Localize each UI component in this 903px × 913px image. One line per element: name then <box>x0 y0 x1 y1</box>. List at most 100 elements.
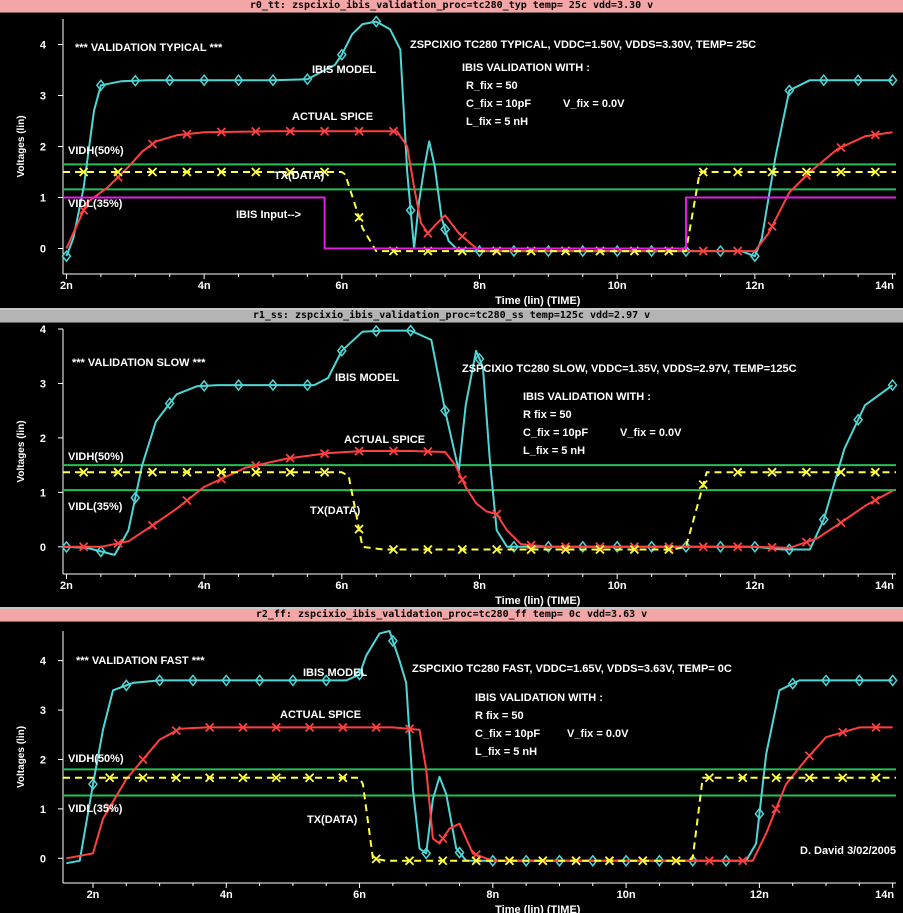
chart-0-spice-data-point <box>147 139 158 149</box>
chart-2-annotation-r-fix: R fix = 50 <box>475 710 524 722</box>
chart-0-spice-data-point <box>182 129 192 139</box>
chart-2-txdata-data-point <box>438 856 448 866</box>
chart-2-txdata-data-point <box>704 773 715 783</box>
chart-1-annotation-vidl: VIDL(35%) <box>68 501 123 513</box>
chart-1-txdata-data-point <box>526 544 536 555</box>
chart-1-annotation-ibis-model: IBIS MODEL <box>335 372 399 384</box>
chart-2-spice-data-point <box>438 833 448 844</box>
chart-2-txdata-data-point <box>171 773 181 783</box>
chart-2-x-tick-label: 2n <box>87 889 100 901</box>
chart-0-y-tick-label: 1 <box>40 193 46 205</box>
chart-1-ibis-data-point <box>95 545 106 558</box>
chart-2-ibis-data-point <box>121 679 132 692</box>
chart-1-annotation-vidh: VIDH(50%) <box>68 451 124 463</box>
chart-1-txdata-data-point <box>79 467 89 477</box>
chart-1-spice-data-point <box>79 542 89 552</box>
chart-1-spice-data-point <box>354 446 364 456</box>
chart-1-txdata-data-point <box>836 467 846 477</box>
chart-2-ibis-data-point <box>387 634 398 648</box>
chart-1-y-tick-label: 3 <box>40 378 46 390</box>
chart-1-annotation-actual-spice: ACTUAL SPICE <box>344 434 425 446</box>
chart-2-ibis-data-point <box>287 674 298 687</box>
chart-2-txdata-data-point <box>771 773 781 783</box>
panel-title-typical[interactable]: r0_tt: zspcixio_ibis_validation_proc=tc2… <box>0 0 903 13</box>
chart-1-txdata-data-point <box>870 467 880 477</box>
chart-1-spice-data-point <box>801 537 812 547</box>
chart-2-txdata-data-point <box>238 773 248 783</box>
chart-0-spice-data-point <box>870 130 880 140</box>
chart-0-ibis-data-point <box>853 73 864 87</box>
chart-1-spice-data-point <box>870 495 880 505</box>
chart-1-ibis-data-point <box>818 513 829 526</box>
chart-1-spice-data-point <box>698 542 708 552</box>
chart-1-ibis-data-point <box>233 378 244 392</box>
chart-1-ibis-data-point <box>371 324 382 338</box>
chart-1-ibis-data-point <box>646 540 657 553</box>
chart-2-ibis-data-point <box>421 847 432 860</box>
chart-2-spice-data-point <box>371 722 381 732</box>
chart-2-x-tick-label: 10n <box>617 889 636 901</box>
chart-fast: 2n 4n 6n 8n 10n 12n 14n 0 1 2 3 4 Voltages (lin) Time… <box>16 630 898 913</box>
chart-1-txdata-data-point <box>423 544 433 555</box>
chart-0-ibis-data-point <box>233 73 244 87</box>
chart-1-spice-data-point <box>147 520 158 530</box>
chart-0-spice-data-point <box>836 142 846 153</box>
chart-0-x-tick-label: 10n <box>608 280 627 292</box>
chart-2-annotation-ibis-header: IBIS VALIDATION WITH : <box>475 692 603 704</box>
chart-1-y-tick-label: 4 <box>40 324 47 336</box>
chart-1-txdata-data-point <box>147 467 158 477</box>
chart-0-annotation-ibis-model: IBIS MODEL <box>312 64 376 76</box>
chart-0-annotation-vidl: VIDL(35%) <box>68 198 123 210</box>
chart-0-x-axis-label: Time (lin) (TIME) <box>495 295 581 307</box>
chart-0-ibis-data-point <box>784 84 795 97</box>
chart-0-ibis-data-point <box>302 72 313 86</box>
chart-0-ibis-data-point <box>268 73 278 87</box>
chart-1-ibis-data-point <box>681 540 691 553</box>
chart-0-txdata-data-point <box>285 167 295 177</box>
chart-2-ibis-data-point <box>154 674 165 687</box>
chart-2-ibis-data-point <box>787 677 798 690</box>
chart-typical: 2n 4n 6n 8n 10n 12n 14n 0 1 2 3 4 Voltages (lin) Time… <box>16 15 898 307</box>
chart-2-spice-data-point <box>238 722 248 732</box>
chart-0-y-axis-label: Voltages (lin) <box>16 115 27 177</box>
chart-2-y-tick-label: 2 <box>40 754 46 766</box>
chart-1-txdata-data-point <box>629 544 640 555</box>
chart-2-y-tick-label: 3 <box>40 705 46 717</box>
chart-2-ibis-data-point <box>854 674 865 687</box>
chart-1-y-tick-label: 1 <box>40 487 46 499</box>
chart-1-txdata-data-point <box>216 467 226 477</box>
chart-1-txdata-data-point <box>595 544 605 555</box>
chart-1-ibis-data-point <box>302 378 313 392</box>
chart-0-ibis-data-point <box>95 79 106 92</box>
chart-0-txdata-data-point <box>216 167 226 177</box>
chart-1-x-axis-label: Time (lin) (TIME) <box>495 595 581 607</box>
chart-1-ibis-data-point <box>749 540 760 553</box>
chart-2-x-tick-label: 14n <box>875 889 894 901</box>
chart-2-annotation-corner: ZSPCIXIO TC280 FAST, VDDC=1.65V, VDDS=3.… <box>412 663 732 675</box>
chart-0-txdata-data-point <box>698 167 708 177</box>
chart-0-ibis-data-point <box>887 73 898 87</box>
chart-0-spice-data-point <box>423 228 433 238</box>
chart-1-ibis-data-point <box>61 540 72 554</box>
chart-2-annotation-validation: *** VALIDATION FAST *** <box>76 655 205 667</box>
chart-0-spice-data-point <box>319 126 330 136</box>
chart-2-ibis-data-point <box>887 674 898 687</box>
chart-2-txdata-data-point <box>271 773 281 783</box>
panel-title-fast[interactable]: r2_ff: zspcixio_ibis_validation_proc=tc2… <box>0 609 903 622</box>
chart-2-txdata-data-point <box>138 773 148 783</box>
chart-2-ibis-data-point <box>554 854 565 867</box>
chart-1-annotation-v-fix: V_fix = 0.0V <box>620 427 682 439</box>
chart-2-axes: 2n 4n 6n 8n 10n 12n 14n 0 1 2 3 4 Voltages (lin) Time… <box>16 631 896 913</box>
chart-2-spice-data-point <box>804 751 815 761</box>
chart-2-txdata-data-point <box>105 773 115 783</box>
chart-2-annotation-c-fix: C_fix = 10pF <box>475 728 540 740</box>
chart-0-x-tick-label: 14n <box>875 280 894 292</box>
panel-title-slow[interactable]: r1_ss: zspcixio_ibis_validation_proc=tc2… <box>0 310 903 323</box>
chart-0-annotation-ibis-input: IBIS Input--> <box>236 209 301 221</box>
chart-1-ibis-data-point <box>853 413 864 426</box>
chart-2-txdata-data-point <box>871 773 881 783</box>
chart-2-spice-data-point <box>171 726 181 736</box>
chart-1-x-tick-label: 12n <box>745 580 764 592</box>
chart-2-annotation-ibis-model: IBIS MODEL <box>303 667 367 679</box>
chart-1-axes: 2n 4n 6n 8n 10n 12n 14n 0 1 2 3 4 Voltages (lin) Time… <box>16 324 896 607</box>
